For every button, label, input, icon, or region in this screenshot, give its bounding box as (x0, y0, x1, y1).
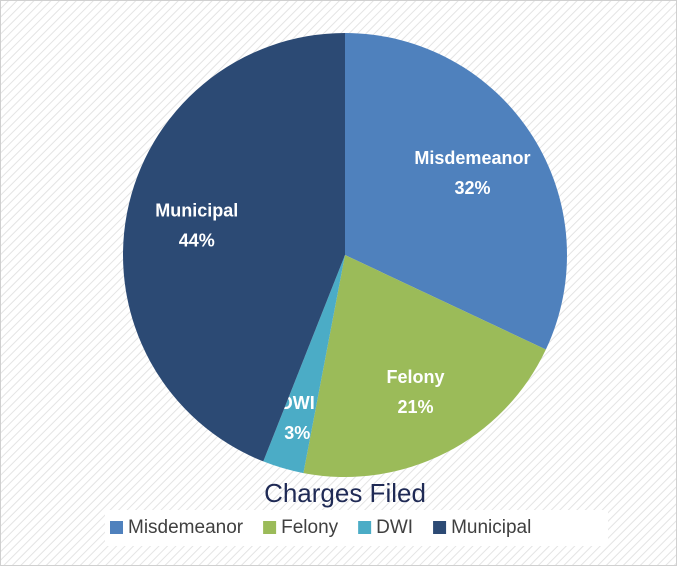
slice-category-label: Misdemeanor (414, 148, 530, 168)
legend-label: Felony (281, 517, 339, 538)
slice-value-label: 21% (398, 397, 434, 417)
slice-category-label: Felony (387, 367, 445, 387)
legend-swatch (110, 521, 123, 534)
legend-label: Municipal (451, 517, 531, 538)
legend-swatch (263, 521, 277, 534)
legend-swatch (433, 521, 447, 534)
legend-swatch (358, 521, 372, 534)
pie-slice (303, 255, 546, 477)
legend-label: DWI (376, 517, 413, 538)
pie-slice (122, 32, 345, 462)
slice-value-label: 32% (454, 178, 490, 198)
chart-title: Charges Filed (264, 478, 426, 508)
slice-category-label: Municipal (155, 200, 238, 220)
slice-value-label: 44% (179, 230, 215, 250)
pie-slice (263, 255, 345, 474)
legend-label: Misdemeanor (128, 517, 244, 538)
pie-slice (345, 33, 567, 350)
slice-value-label: 3% (284, 423, 310, 443)
legend-box (105, 510, 608, 546)
slice-category-label: DWI (280, 393, 315, 413)
